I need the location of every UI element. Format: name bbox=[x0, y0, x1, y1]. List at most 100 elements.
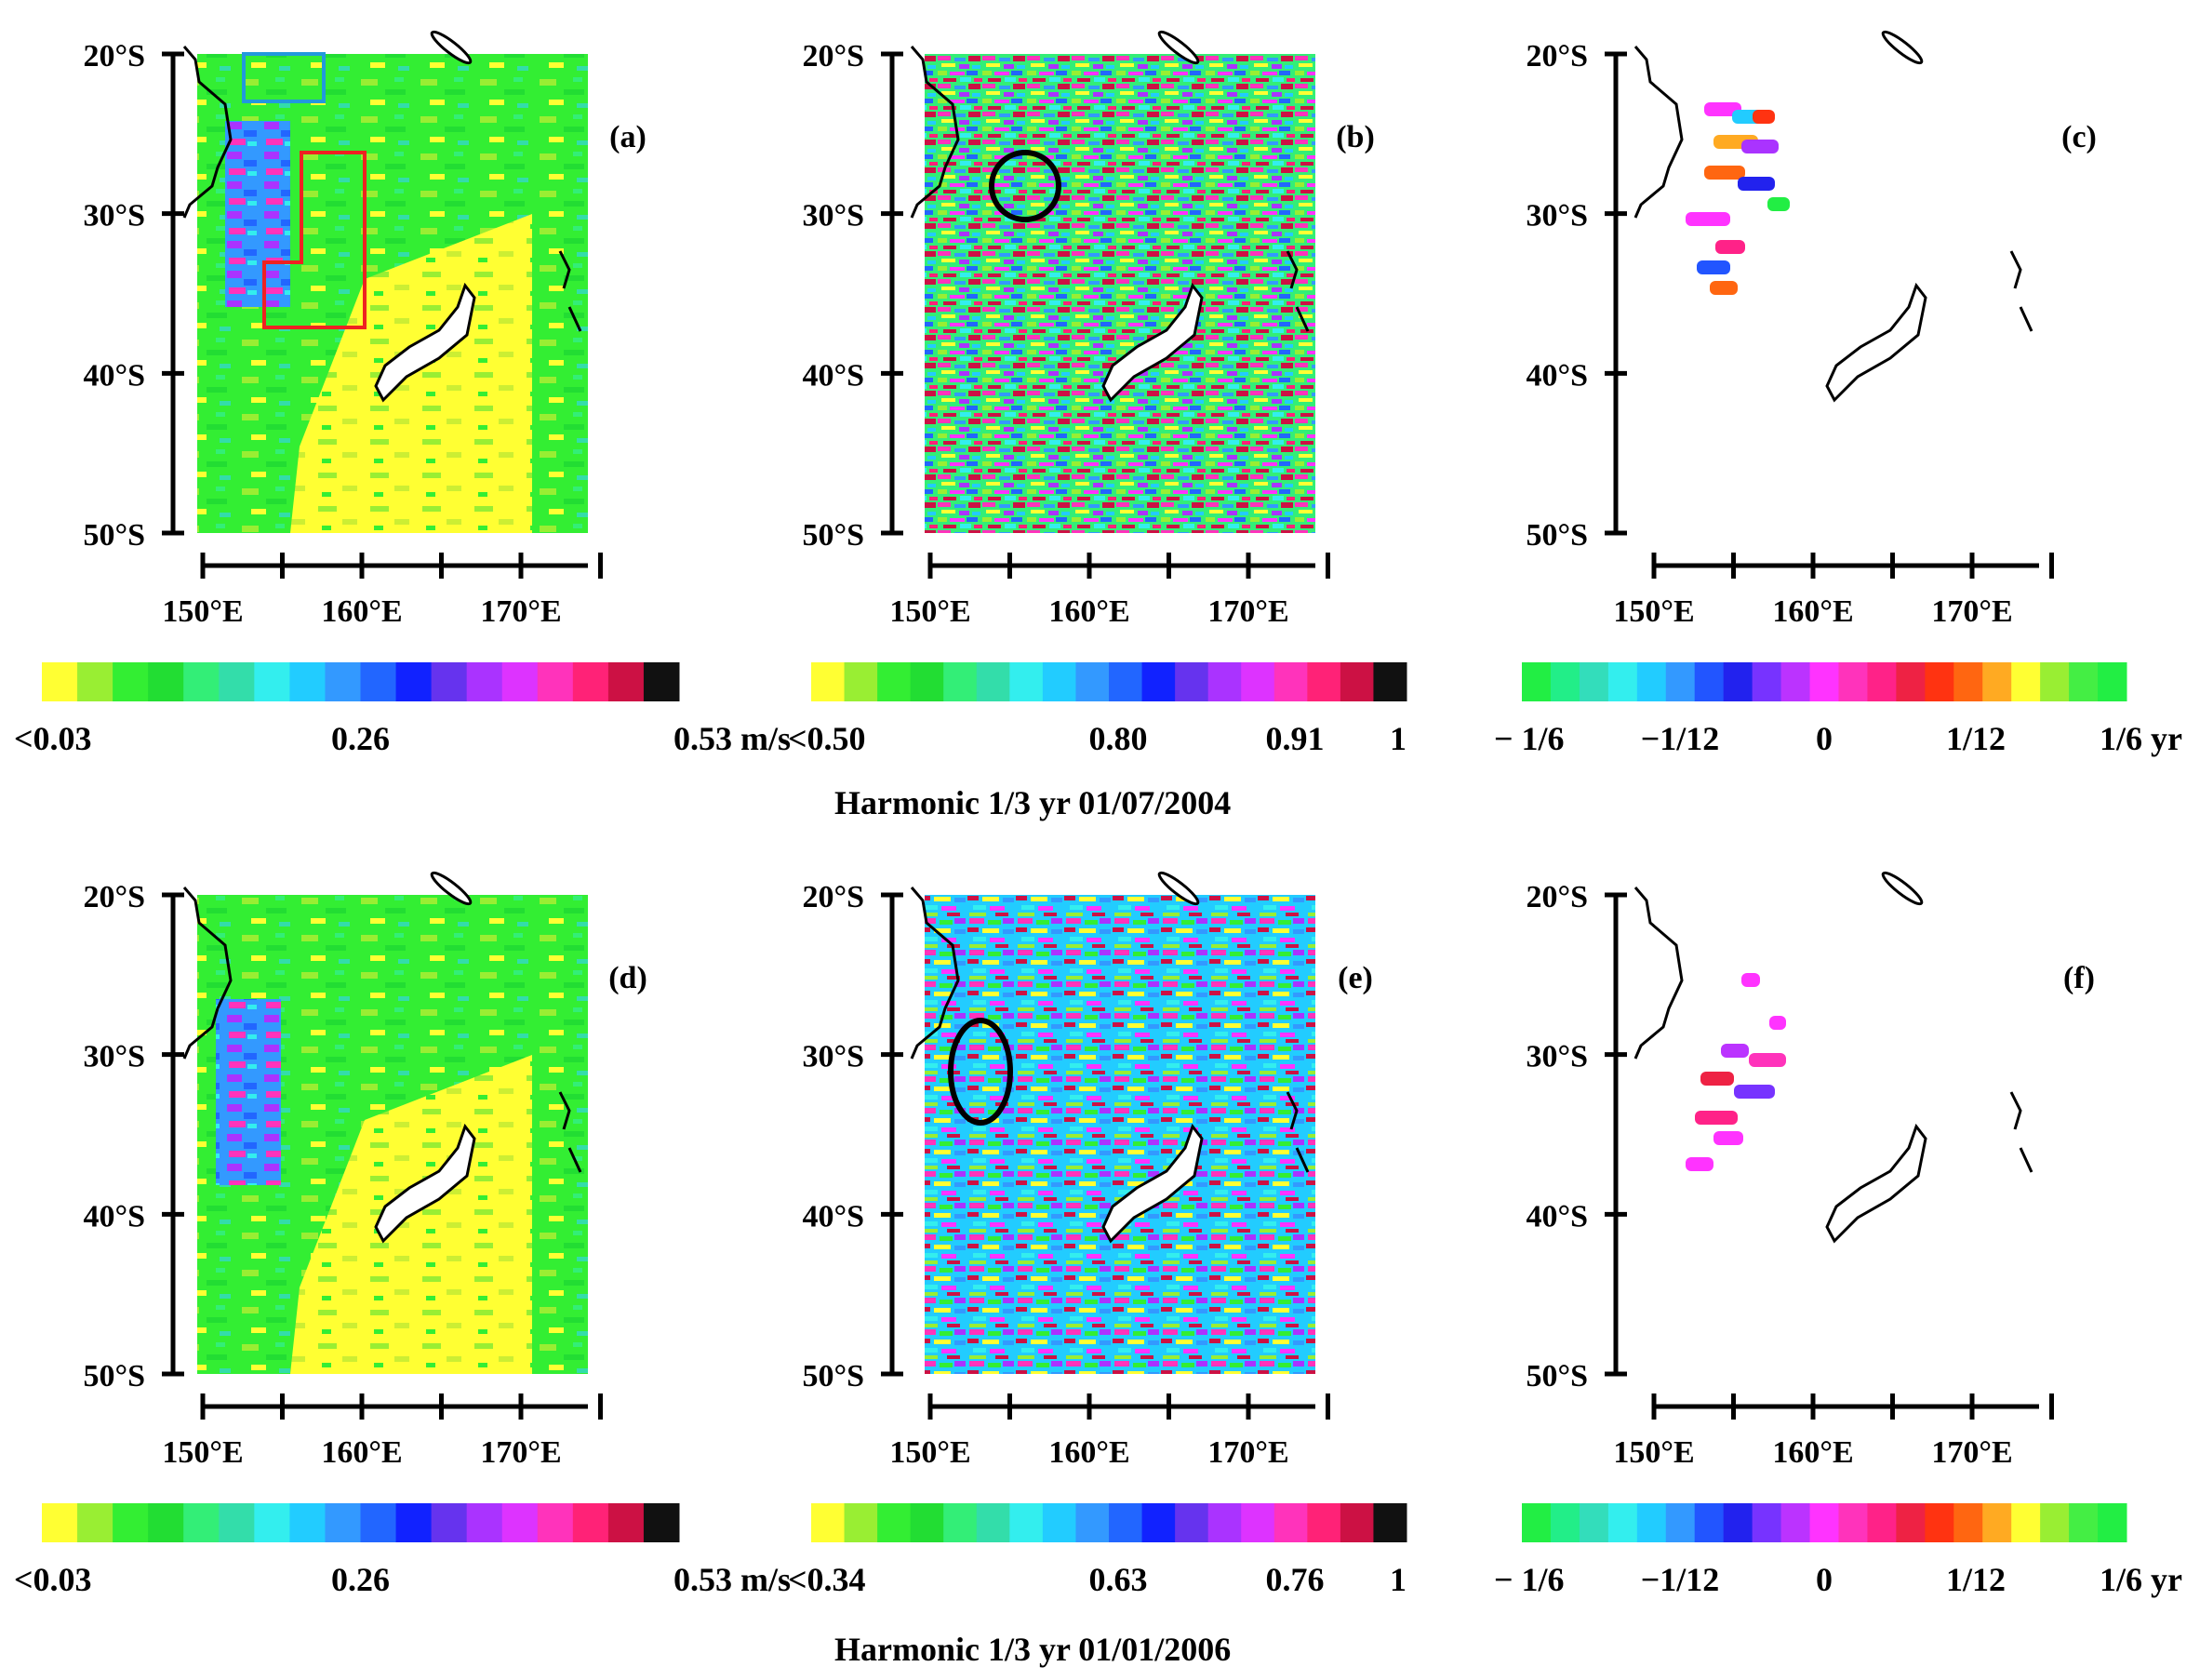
colorbar-label: 1/12 bbox=[1946, 720, 2006, 757]
colorbar-swatch bbox=[42, 662, 78, 701]
colorbar-label: 0 bbox=[1816, 1561, 1833, 1598]
colorbar-swatch bbox=[1241, 662, 1275, 701]
colorbar-swatch bbox=[289, 1503, 326, 1542]
colorbar-swatch bbox=[1953, 662, 1983, 701]
colorbar-swatch bbox=[643, 1503, 680, 1542]
correlation-field bbox=[925, 895, 1315, 1374]
lat-tick-label: 30°S bbox=[83, 199, 145, 233]
colorbar-swatch bbox=[1141, 662, 1176, 701]
colorbar-swatch bbox=[1982, 662, 2012, 701]
colorbar-swatch bbox=[2011, 1503, 2041, 1542]
phase-patch bbox=[1700, 1072, 1734, 1086]
lon-tick-label: 160°E bbox=[1048, 1435, 1129, 1470]
colorbar-swatch bbox=[1579, 1503, 1609, 1542]
colorbar-swatch bbox=[537, 1503, 574, 1542]
colorbar-label: <0.34 bbox=[788, 1561, 866, 1598]
panel-f: 20°S 30°S 40°S 50°S 150°E 160°E 170°E (f) bbox=[1526, 871, 2095, 1470]
phase-patch bbox=[1721, 1044, 1749, 1058]
new-zealand-north-island bbox=[558, 250, 582, 332]
colorbar-swatch bbox=[943, 1503, 978, 1542]
panel-a: 20°S 30°S 40°S 50°S 150°E 160°E 170°E (a) bbox=[83, 30, 647, 629]
colorbar-label: 0 bbox=[1816, 720, 1833, 757]
colorbar-swatch bbox=[1579, 662, 1609, 701]
caption-row-2: Harmonic 1/3 yr 01/01/2006 bbox=[834, 1631, 1231, 1668]
colorbar-swatch bbox=[1522, 662, 1552, 701]
colorbar-swatch bbox=[1838, 662, 1868, 701]
colorbar-swatch bbox=[148, 662, 184, 701]
lat-tick-label: 40°S bbox=[802, 1199, 864, 1233]
colorbar-swatch bbox=[1273, 1503, 1308, 1542]
colorbar-swatch bbox=[1809, 662, 1839, 701]
new-zealand-south-island bbox=[1101, 1123, 1204, 1244]
lat-tick-label: 40°S bbox=[1526, 1199, 1588, 1233]
colorbar-label: 1/6 yr bbox=[2100, 1561, 2182, 1598]
phase-patch bbox=[1697, 260, 1730, 274]
panel-tag: (b) bbox=[1336, 120, 1375, 154]
colorbar-swatch bbox=[1867, 662, 1897, 701]
colorbar-4: <0.03 0.26 0.53 m/s bbox=[14, 1503, 791, 1598]
panel-e: 20°S 30°S 40°S 50°S 150°E 160°E 170°E (e) bbox=[802, 871, 1373, 1470]
new-zealand-south-island bbox=[374, 282, 476, 403]
colorbar-swatch bbox=[643, 662, 680, 701]
black-circle bbox=[989, 150, 1061, 222]
colorbar-swatch bbox=[431, 1503, 468, 1542]
colorbar-swatch bbox=[1307, 662, 1341, 701]
colorbar-swatch bbox=[501, 1503, 539, 1542]
lon-tick-label: 150°E bbox=[1613, 1435, 1694, 1470]
colorbar-swatch bbox=[844, 1503, 878, 1542]
lon-tick-label: 150°E bbox=[162, 594, 243, 629]
panel-tag: (d) bbox=[608, 961, 647, 995]
lat-tick-label: 40°S bbox=[83, 358, 145, 393]
lat-tick-label: 50°S bbox=[1526, 518, 1588, 553]
colorbar-swatch bbox=[1009, 662, 1044, 701]
lat-tick-label: 50°S bbox=[83, 518, 145, 553]
colorbar-swatch bbox=[1925, 1503, 1954, 1542]
new-zealand-south-island bbox=[1825, 282, 1927, 403]
australia-coastline bbox=[1633, 887, 1684, 1060]
colorbar-swatch bbox=[113, 1503, 149, 1542]
lon-tick-label: 170°E bbox=[1931, 1435, 2012, 1470]
colorbar-swatch bbox=[1141, 1503, 1176, 1542]
blue-box bbox=[242, 52, 326, 103]
phase-patch bbox=[1710, 281, 1738, 295]
lat-tick-label: 40°S bbox=[802, 358, 864, 393]
red-box bbox=[262, 151, 367, 329]
colorbar-label: −1/12 bbox=[1641, 720, 1720, 757]
new-caledonia bbox=[1881, 30, 1924, 65]
colorbar-swatch bbox=[1636, 662, 1667, 701]
panel-tag: (c) bbox=[2061, 120, 2097, 154]
australia-coastline bbox=[910, 887, 960, 1060]
australia-coastline bbox=[910, 46, 960, 219]
colorbar-label: 1 bbox=[1390, 1561, 1407, 1598]
lon-tick-label: 170°E bbox=[480, 594, 561, 629]
colorbar-swatch bbox=[431, 662, 468, 701]
lon-tick-label: 160°E bbox=[321, 1435, 402, 1470]
lon-tick-label: 160°E bbox=[1772, 594, 1853, 629]
lon-tick-label: 150°E bbox=[162, 1435, 243, 1470]
phase-patch bbox=[1715, 240, 1745, 254]
colorbar-swatch bbox=[1550, 662, 1580, 701]
lat-tick-label: 30°S bbox=[802, 199, 864, 233]
colorbar-swatch bbox=[1207, 1503, 1242, 1542]
colorbar-swatch bbox=[1752, 1503, 1782, 1542]
lat-tick-label: 50°S bbox=[802, 518, 864, 553]
caption-row-1: Harmonic 1/3 yr 01/07/2004 bbox=[834, 784, 1231, 821]
lon-tick-label: 150°E bbox=[1613, 594, 1694, 629]
panel-tag: (f) bbox=[2063, 961, 2095, 995]
colorbar-swatch bbox=[607, 662, 645, 701]
colorbar-swatch bbox=[1953, 1503, 1983, 1542]
lat-tick-label: 20°S bbox=[83, 39, 145, 73]
phase-patch bbox=[1704, 102, 1741, 116]
new-zealand-north-island bbox=[1286, 250, 1310, 332]
colorbar-swatch bbox=[2040, 1503, 2070, 1542]
colorbar-swatch bbox=[1982, 1503, 2012, 1542]
lat-tick-label: 20°S bbox=[1526, 880, 1588, 914]
phase-patch bbox=[1704, 166, 1745, 180]
colorbar-swatch bbox=[183, 662, 220, 701]
colorbar-swatch bbox=[877, 1503, 912, 1542]
colorbar-swatch bbox=[360, 1503, 397, 1542]
lon-tick-label: 170°E bbox=[1931, 594, 2012, 629]
new-zealand-south-island bbox=[1101, 282, 1204, 403]
lon-tick-label: 170°E bbox=[1207, 1435, 1288, 1470]
colorbar-swatch bbox=[1175, 1503, 1209, 1542]
